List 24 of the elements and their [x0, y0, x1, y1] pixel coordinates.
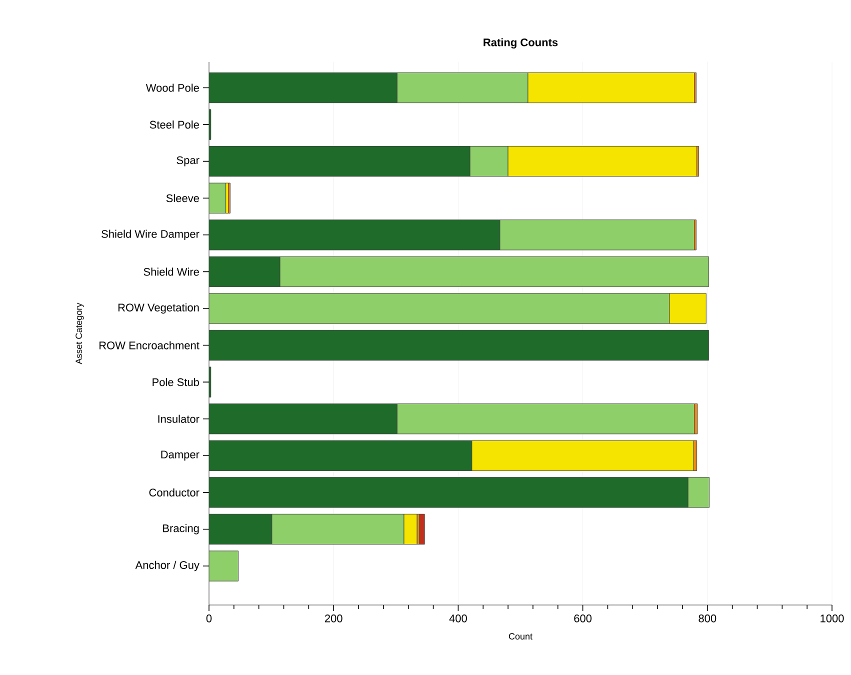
y-tick-label: Damper — [161, 450, 200, 461]
x-tick-label: 1000 — [820, 614, 844, 622]
y-tick-label: Insulator — [158, 414, 200, 423]
bar — [419, 514, 425, 545]
chart-title: Rating Counts — [484, 38, 558, 48]
x-tick-label: 600 — [574, 614, 592, 622]
x-tick-label: 0 — [206, 614, 212, 622]
x-axis-title: Count — [508, 633, 532, 640]
y-axis-title: Asset Category — [76, 302, 84, 364]
y-tick-label: ROW Encroachment — [100, 341, 200, 350]
y-tick-label: Pole Stub — [152, 378, 200, 386]
x-tick-label: 800 — [698, 614, 716, 622]
y-tick-label: Spar — [176, 156, 200, 166]
y-tick-label: ROW Vegetation — [118, 303, 199, 314]
y-tick-label: Shield Wire Damper — [102, 230, 200, 240]
x-tick-label: 400 — [449, 614, 467, 622]
y-tick-label: Conductor — [149, 488, 200, 496]
y-tick-label: Steel Pole — [150, 120, 199, 129]
y-tick-label: Anchor / Guy — [135, 560, 200, 572]
x-tick-label: 200 — [324, 614, 342, 622]
y-tick-label: Bracing — [163, 524, 199, 534]
y-tick-label: Sleeve — [166, 194, 199, 202]
y-tick-label: Shield Wire — [144, 268, 199, 276]
y-tick-label: Wood Pole — [146, 84, 199, 92]
